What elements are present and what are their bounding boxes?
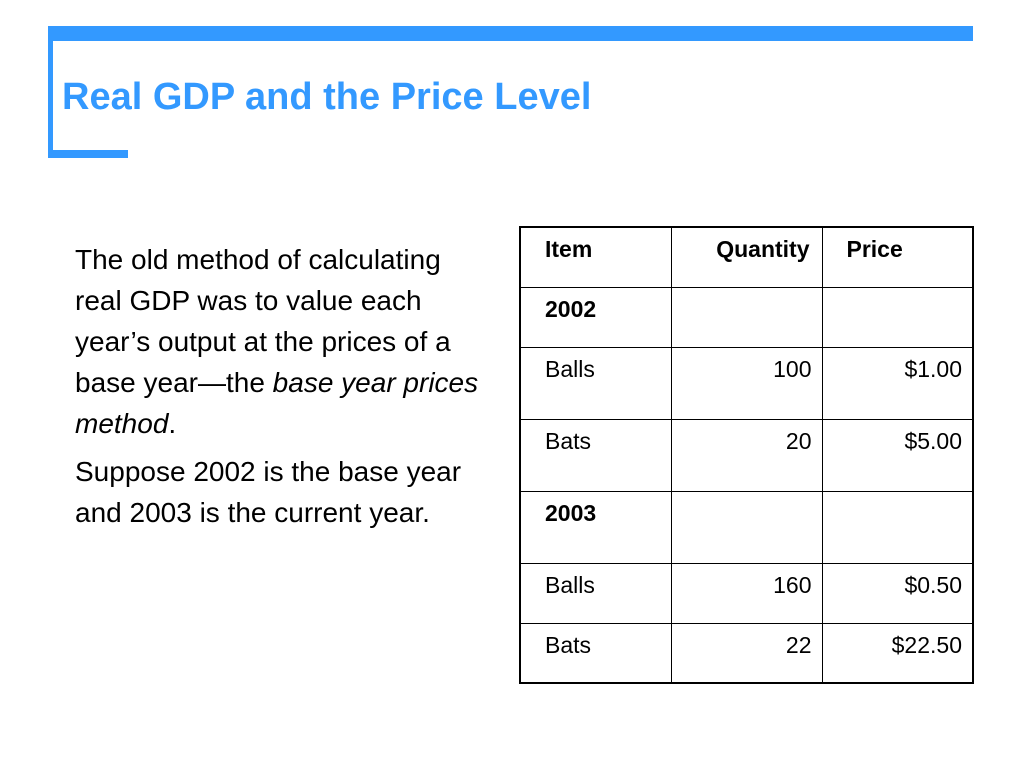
header-price: Price <box>821 226 974 288</box>
row-quantity <box>670 490 823 564</box>
row-price: $5.00 <box>821 418 974 492</box>
table-header-row: Item Quantity Price <box>519 226 974 288</box>
row-quantity: 20 <box>670 418 823 492</box>
accent-bar-top <box>48 26 973 41</box>
table-row: Balls 100 $1.00 <box>519 346 974 420</box>
paragraph-base-current-year: Suppose 2002 is the base year and 2003 i… <box>75 456 462 528</box>
row-quantity: 160 <box>670 562 823 624</box>
row-price <box>821 490 974 564</box>
table-row: 2003 <box>519 490 974 564</box>
table-row: 2002 <box>519 286 974 348</box>
accent-bar-left <box>48 26 53 158</box>
row-price: $0.50 <box>821 562 974 624</box>
row-year-label: 2002 <box>519 286 672 348</box>
body-text: The old method of calculating real GDP w… <box>75 239 495 540</box>
accent-bar-bottom <box>48 150 128 158</box>
row-item: Balls <box>519 562 672 624</box>
row-quantity: 22 <box>670 622 823 684</box>
row-item: Bats <box>519 418 672 492</box>
table-row: Balls 160 $0.50 <box>519 562 974 624</box>
row-quantity: 100 <box>670 346 823 420</box>
paragraph-1-emphasis: base year prices method <box>75 367 479 439</box>
paragraph-1-text: The old method of calculating real GDP w… <box>75 244 451 398</box>
row-quantity <box>670 286 823 348</box>
row-year-label: 2003 <box>519 490 672 564</box>
table-row: Bats 20 $5.00 <box>519 418 974 492</box>
row-item: Balls <box>519 346 672 420</box>
paragraph-base-year-method: The old method of calculating real GDP w… <box>75 239 495 444</box>
table-row: Bats 22 $22.50 <box>519 622 974 684</box>
row-price: $1.00 <box>821 346 974 420</box>
paragraph-1-end: . <box>168 408 177 439</box>
row-item: Bats <box>519 622 672 684</box>
header-item: Item <box>519 226 672 288</box>
header-quantity: Quantity <box>670 226 823 288</box>
price-quantity-table: Item Quantity Price 2002 Balls 100 $1.00… <box>519 226 974 684</box>
row-price: $22.50 <box>821 622 974 684</box>
row-price <box>821 286 974 348</box>
slide-title: Real GDP and the Price Level <box>62 76 592 118</box>
